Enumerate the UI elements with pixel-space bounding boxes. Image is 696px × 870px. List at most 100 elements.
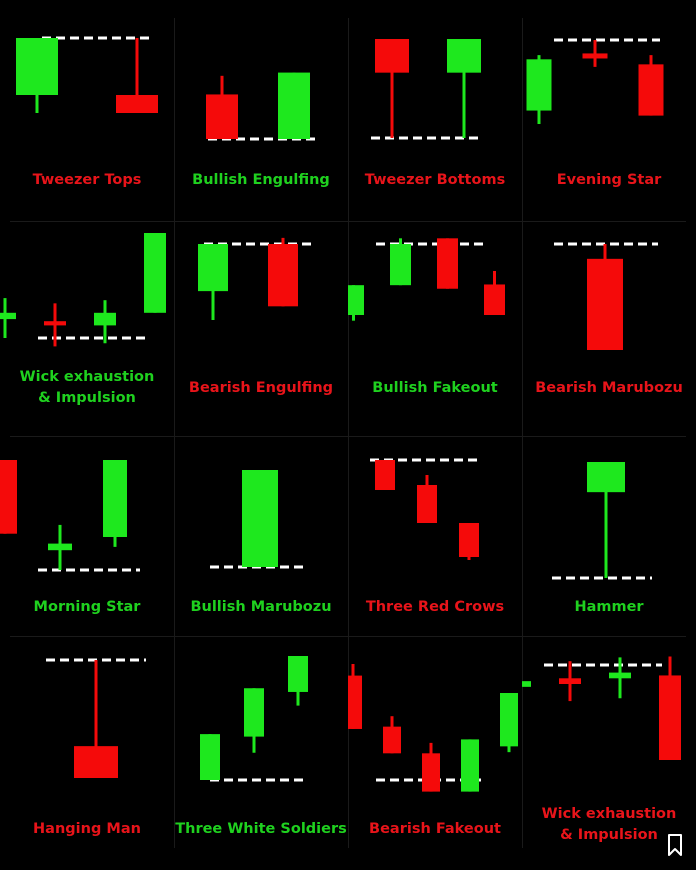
pattern-label-line: Bearish Engulfing	[188, 380, 334, 396]
bearish-candle	[559, 661, 581, 702]
candle-body	[522, 681, 531, 687]
bearish-candle	[116, 38, 158, 113]
pattern-label-line: Bullish Engulfing	[192, 172, 330, 188]
candle-body	[74, 746, 118, 778]
candle-body	[526, 59, 552, 111]
candle-body	[659, 675, 681, 760]
pattern-chart	[552, 462, 652, 580]
pattern-cell: Three Red Crows	[348, 440, 522, 640]
candle-body	[94, 312, 116, 326]
candle-body	[390, 244, 411, 286]
candle-body	[638, 64, 664, 116]
pattern-cell: Three White Soldiers	[174, 640, 348, 850]
bearish-candle	[268, 237, 298, 307]
bearish-candle	[206, 75, 238, 139]
candle-body	[559, 678, 581, 684]
candle-body	[242, 470, 278, 567]
candle-body	[144, 233, 166, 313]
bearish-candle	[437, 238, 458, 289]
pattern-label-line: Three White Soldiers	[175, 821, 347, 837]
pattern-cell: Tweezer Tops	[0, 18, 174, 225]
pattern-cell: Bearish Fakeout	[348, 640, 522, 850]
grid-divider-vertical	[174, 18, 175, 848]
pattern-label-line: Bearish Marubozu	[535, 380, 683, 396]
pattern-chart	[522, 656, 681, 760]
bookmark-icon[interactable]	[668, 834, 682, 860]
pattern-cell: Hammer	[522, 440, 696, 640]
pattern-chart	[348, 238, 505, 321]
pattern-label: Wick exhaustion & Impulsion	[0, 367, 174, 409]
bearish-candle	[582, 40, 608, 67]
pattern-label-line: Evening Star	[556, 172, 662, 188]
pattern-label-line: Three Red Crows	[365, 599, 505, 615]
bearish-candle	[375, 460, 395, 490]
pattern-label: Hammer	[522, 597, 696, 618]
pattern-chart	[526, 38, 664, 124]
pattern-label-line: Morning Star	[33, 599, 141, 615]
bullish-candle	[500, 693, 518, 753]
candle-body	[116, 95, 158, 113]
candle-body	[16, 38, 58, 95]
pattern-label-line: Tweezer Bottoms	[364, 172, 506, 188]
candle-body	[500, 693, 518, 747]
grid-divider-vertical	[348, 18, 349, 848]
bearish-candle	[422, 742, 440, 792]
candle-body	[375, 39, 409, 73]
pattern-chart	[0, 460, 140, 572]
bullish-candle	[348, 285, 364, 321]
grid-divider-horizontal	[10, 436, 686, 437]
pattern-label-line: Hammer	[574, 599, 644, 615]
candle-body	[437, 238, 458, 289]
candle-body	[200, 734, 220, 780]
bullish-candle	[144, 233, 166, 313]
bearish-candle	[44, 303, 66, 347]
pattern-label: Tweezer Tops	[0, 170, 174, 191]
pattern-label-line: Hanging Man	[33, 821, 141, 837]
candle-body	[375, 460, 395, 490]
bearish-candle	[348, 664, 362, 729]
candle-body	[461, 739, 479, 792]
candle-body	[198, 244, 228, 292]
bullish-candle	[278, 72, 310, 139]
pattern-label: Evening Star	[522, 170, 696, 191]
bullish-candle	[447, 39, 481, 138]
pattern-cell: Evening Star	[522, 18, 696, 225]
pattern-label: Wick exhaustion & Impulsion	[522, 804, 696, 846]
bearish-candle	[383, 716, 401, 754]
pattern-cell: Morning Star	[0, 440, 174, 640]
grid-divider-vertical	[522, 18, 523, 848]
pattern-label-line: & Impulsion	[38, 390, 136, 406]
candle-body	[422, 753, 440, 792]
pattern-cell: Tweezer Bottoms	[348, 18, 522, 225]
pattern-cell: Wick exhaustion & Impulsion	[522, 640, 696, 850]
candle-body	[609, 672, 631, 679]
pattern-label: Three Red Crows	[348, 597, 522, 618]
pattern-cell: Bullish Marubozu	[174, 440, 348, 640]
candle-body	[278, 72, 310, 139]
candle-body	[244, 688, 264, 737]
bullish-candle	[288, 656, 308, 706]
pattern-label-line: Wick exhaustion	[19, 369, 155, 385]
bullish-candle	[244, 688, 264, 753]
bullish-candle	[198, 244, 228, 320]
pattern-label: Tweezer Bottoms	[348, 170, 522, 191]
candle-body	[44, 321, 66, 326]
bullish-candle	[0, 298, 16, 338]
candle-body	[447, 39, 481, 73]
bearish-candle	[375, 39, 409, 138]
candle-body	[206, 94, 238, 139]
pattern-cell: Bearish Engulfing	[174, 225, 348, 440]
pattern-label-line: Tweezer Tops	[32, 172, 142, 188]
candle-body	[484, 284, 505, 315]
bullish-candle	[16, 38, 58, 113]
pattern-label: Bearish Marubozu	[522, 378, 696, 399]
pattern-cell: Bearish Marubozu	[522, 225, 696, 440]
grid-divider-horizontal	[10, 636, 686, 637]
candle-body	[288, 656, 308, 692]
candle-body	[103, 460, 127, 537]
pattern-label-line: Bullish Marubozu	[190, 599, 332, 615]
candle-body	[348, 285, 364, 315]
pattern-label-line: & Impulsion	[560, 827, 658, 843]
pattern-label: Three White Soldiers	[174, 819, 348, 840]
